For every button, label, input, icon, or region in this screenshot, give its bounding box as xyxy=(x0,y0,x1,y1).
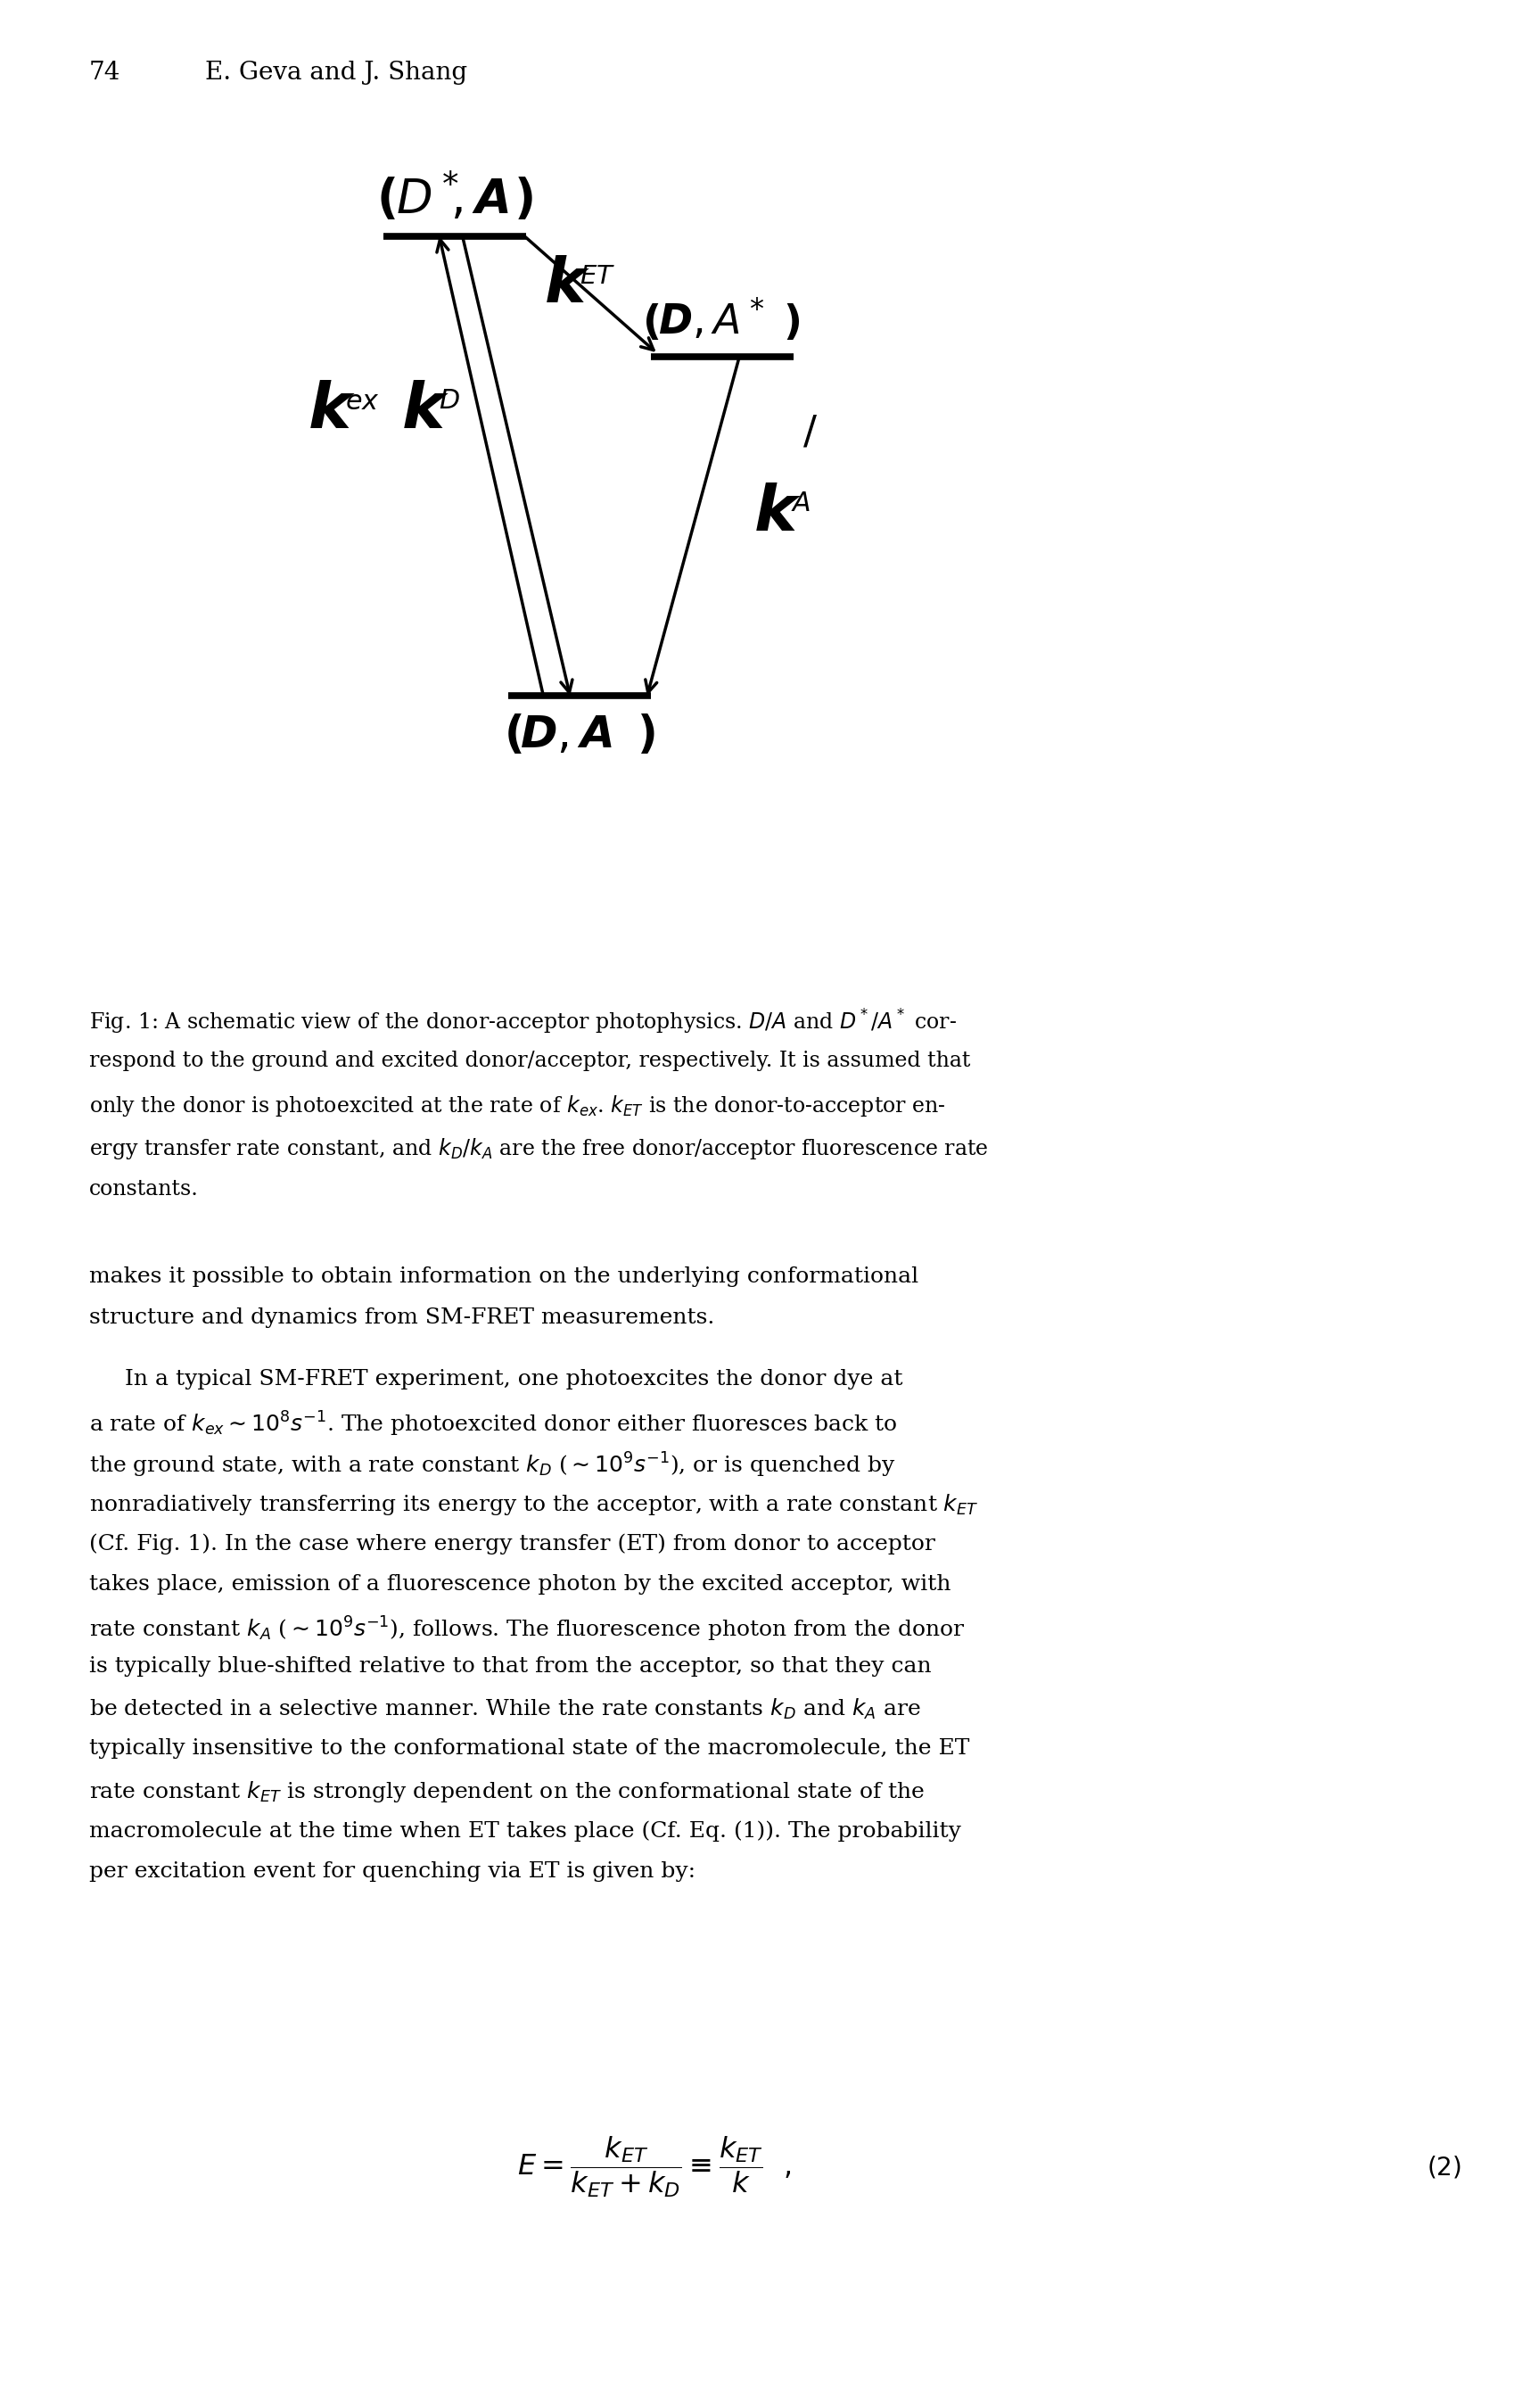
Text: typically insensitive to the conformational state of the macromolecule, the ET: typically insensitive to the conformatio… xyxy=(89,1739,970,1758)
Text: $\boldsymbol{k}$: $\boldsymbol{k}$ xyxy=(543,255,589,315)
Text: nonradiatively transferring its energy to the acceptor, with a rate constant $k_: nonradiatively transferring its energy t… xyxy=(89,1493,979,1517)
Text: Fig. 1: A schematic view of the donor-acceptor photophysics. $D/A$ and $D^*/A^*$: Fig. 1: A schematic view of the donor-ac… xyxy=(89,1009,957,1035)
Text: $\boldsymbol{k}$: $\boldsymbol{k}$ xyxy=(308,378,356,441)
Text: structure and dynamics from SM-FRET measurements.: structure and dynamics from SM-FRET meas… xyxy=(89,1308,714,1327)
Text: $\boldsymbol{D,A^*}$: $\boldsymbol{D,A^*}$ xyxy=(659,299,765,344)
Text: $\boldsymbol{_{D}}$: $\boldsymbol{_{D}}$ xyxy=(439,373,460,412)
Text: only the donor is photoexcited at the rate of $k_{ex}$. $k_{ET}$ is the donor-to: only the donor is photoexcited at the ra… xyxy=(89,1093,946,1117)
Text: the ground state, with a rate constant $k_D$ ($\sim 10^9 s^{-1}$), or is quenche: the ground state, with a rate constant $… xyxy=(89,1452,896,1481)
Text: E. Geva and J. Shang: E. Geva and J. Shang xyxy=(205,60,468,84)
Text: $/$: $/$ xyxy=(802,414,817,453)
Text: be detected in a selective manner. While the rate constants $k_D$ and $k_A$ are: be detected in a selective manner. While… xyxy=(89,1698,920,1722)
Text: $\boldsymbol{)}$: $\boldsymbol{)}$ xyxy=(514,176,532,224)
Text: takes place, emission of a fluorescence photon by the excited acceptor, with: takes place, emission of a fluorescence … xyxy=(89,1575,951,1594)
Text: $\boldsymbol{D,A}$: $\boldsymbol{D,A}$ xyxy=(520,713,613,759)
Text: In a typical SM-FRET experiment, one photoexcites the donor dye at: In a typical SM-FRET experiment, one pho… xyxy=(125,1370,903,1389)
Text: $\boldsymbol{_{A}}$: $\boldsymbol{_{A}}$ xyxy=(791,477,811,513)
Text: ergy transfer rate constant, and $k_D/k_A$ are the free donor/acceptor fluoresce: ergy transfer rate constant, and $k_D/k_… xyxy=(89,1137,988,1161)
Text: rate constant $k_{ET}$ is strongly dependent on the conformational state of the: rate constant $k_{ET}$ is strongly depen… xyxy=(89,1780,925,1804)
Text: makes it possible to obtain information on the underlying conformational: makes it possible to obtain information … xyxy=(89,1267,919,1286)
Text: constants.: constants. xyxy=(89,1180,199,1199)
Text: $(2)$: $(2)$ xyxy=(1427,2155,1462,2179)
Text: $E = \dfrac{k_{ET}}{k_{ET} + k_D} \equiv \dfrac{k_{ET}}{k}\ \ ,$: $E = \dfrac{k_{ET}}{k_{ET} + k_D} \equiv… xyxy=(517,2136,791,2199)
Text: $\boldsymbol{(}$: $\boldsymbol{(}$ xyxy=(642,303,659,344)
Text: $\boldsymbol{k}$: $\boldsymbol{k}$ xyxy=(402,378,449,441)
Text: $\boldsymbol{_{ET}}$: $\boldsymbol{_{ET}}$ xyxy=(580,248,616,287)
Text: $\boldsymbol{)}$: $\boldsymbol{)}$ xyxy=(637,713,656,759)
Text: rate constant $k_A$ ($\sim 10^9 s^{-1}$), follows. The fluorescence photon from : rate constant $k_A$ ($\sim 10^9 s^{-1}$)… xyxy=(89,1616,965,1645)
Text: $\boldsymbol{_{ex}}$: $\boldsymbol{_{ex}}$ xyxy=(345,373,380,412)
Text: $\boldsymbol{)}$: $\boldsymbol{)}$ xyxy=(783,303,800,344)
Text: respond to the ground and excited donor/acceptor, respectively. It is assumed th: respond to the ground and excited donor/… xyxy=(89,1050,971,1072)
Text: a rate of $k_{ex} \sim 10^8 s^{-1}$. The photoexcited donor either fluoresces ba: a rate of $k_{ex} \sim 10^8 s^{-1}$. The… xyxy=(89,1411,897,1438)
Text: is typically blue-shifted relative to that from the acceptor, so that they can: is typically blue-shifted relative to th… xyxy=(89,1657,931,1676)
Text: $\boldsymbol{k}$: $\boldsymbol{k}$ xyxy=(754,482,802,544)
Text: $\boldsymbol{(}$: $\boldsymbol{(}$ xyxy=(503,713,522,759)
Text: macromolecule at the time when ET takes place (Cf. Eq. (1)). The probability: macromolecule at the time when ET takes … xyxy=(89,1820,960,1842)
Text: $\boldsymbol{(}$: $\boldsymbol{(}$ xyxy=(376,176,396,224)
Text: per excitation event for quenching via ET is given by:: per excitation event for quenching via E… xyxy=(89,1861,696,1881)
Text: $\boldsymbol{D^*\!\!,A}$: $\boldsymbol{D^*\!\!,A}$ xyxy=(396,171,509,224)
Text: 74: 74 xyxy=(89,60,120,84)
Text: (Cf. Fig. 1). In the case where energy transfer (ET) from donor to acceptor: (Cf. Fig. 1). In the case where energy t… xyxy=(89,1534,936,1553)
